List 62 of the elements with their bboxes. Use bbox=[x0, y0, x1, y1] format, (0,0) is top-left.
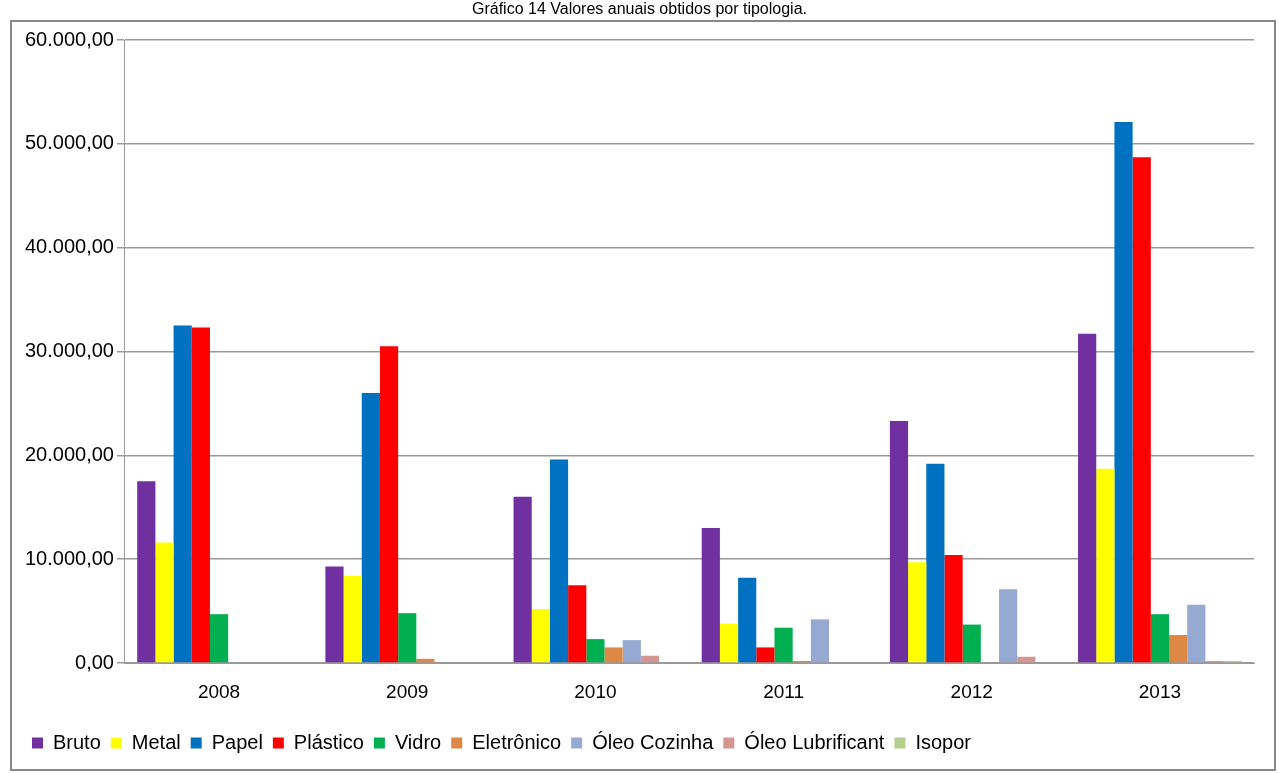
bar bbox=[416, 658, 435, 663]
legend-label: Metal bbox=[131, 730, 181, 753]
legend-label: Óleo Cozinha bbox=[592, 730, 715, 753]
y-tick-label: 60.000,00 bbox=[24, 27, 114, 50]
bar bbox=[908, 562, 927, 663]
bar bbox=[361, 393, 380, 663]
legend-label: Vidro bbox=[394, 730, 442, 753]
legend-label: Eletrônico bbox=[472, 730, 562, 753]
bar bbox=[1187, 604, 1206, 663]
bar bbox=[622, 640, 641, 663]
bar bbox=[586, 639, 605, 663]
bar bbox=[1078, 333, 1097, 663]
legend-label: Bruto bbox=[53, 730, 101, 753]
bar bbox=[999, 589, 1018, 663]
bar bbox=[568, 585, 587, 663]
bar bbox=[810, 619, 830, 663]
y-tick-label: 0,00 bbox=[75, 650, 114, 673]
bar bbox=[1169, 634, 1188, 663]
bar bbox=[137, 481, 156, 663]
bar bbox=[640, 655, 660, 663]
bar bbox=[513, 496, 532, 663]
bar bbox=[1132, 157, 1151, 663]
legend-label: Plástico bbox=[293, 730, 364, 753]
chart-title: Gráfico 14 Valores anuais obtidos por tipologia. bbox=[471, 0, 808, 18]
bar bbox=[1017, 656, 1036, 663]
x-tick-label: 2011 bbox=[763, 680, 804, 702]
legend-label: Óleo Lubrificant bbox=[744, 730, 885, 753]
y-tick-label: 20.000,00 bbox=[24, 442, 114, 465]
bar bbox=[549, 459, 569, 663]
bar bbox=[173, 325, 192, 663]
bar bbox=[1114, 122, 1133, 663]
x-tick-label: 2009 bbox=[386, 680, 429, 702]
bar bbox=[191, 327, 210, 663]
y-tick-label: 40.000,00 bbox=[24, 235, 114, 258]
x-tick-label: 2012 bbox=[950, 680, 993, 702]
bar bbox=[343, 575, 362, 663]
bar bbox=[926, 463, 945, 663]
bar bbox=[719, 623, 739, 663]
x-tick-label: 2008 bbox=[197, 680, 241, 702]
bar bbox=[1096, 468, 1115, 663]
bar bbox=[209, 614, 229, 663]
bar bbox=[889, 421, 909, 663]
bar bbox=[701, 528, 720, 663]
bar bbox=[155, 542, 174, 663]
bar bbox=[944, 555, 963, 663]
bar bbox=[962, 624, 981, 663]
y-tick-label: 10.000,00 bbox=[24, 546, 114, 569]
bar bbox=[398, 613, 417, 663]
bar bbox=[531, 609, 550, 663]
bar bbox=[756, 647, 775, 663]
bar bbox=[604, 647, 623, 663]
bar bbox=[325, 566, 344, 663]
legend-label: Isopor bbox=[915, 730, 972, 753]
bar bbox=[379, 346, 399, 663]
x-tick-label: 2010 bbox=[574, 680, 617, 702]
x-tick-label: 2013 bbox=[1138, 680, 1182, 702]
bar bbox=[1150, 614, 1170, 663]
bar bbox=[774, 627, 793, 663]
y-tick-label: 30.000,00 bbox=[24, 339, 114, 362]
legend-label: Papel bbox=[211, 730, 263, 753]
y-tick-label: 50.000,00 bbox=[24, 131, 114, 154]
bar bbox=[738, 577, 757, 663]
